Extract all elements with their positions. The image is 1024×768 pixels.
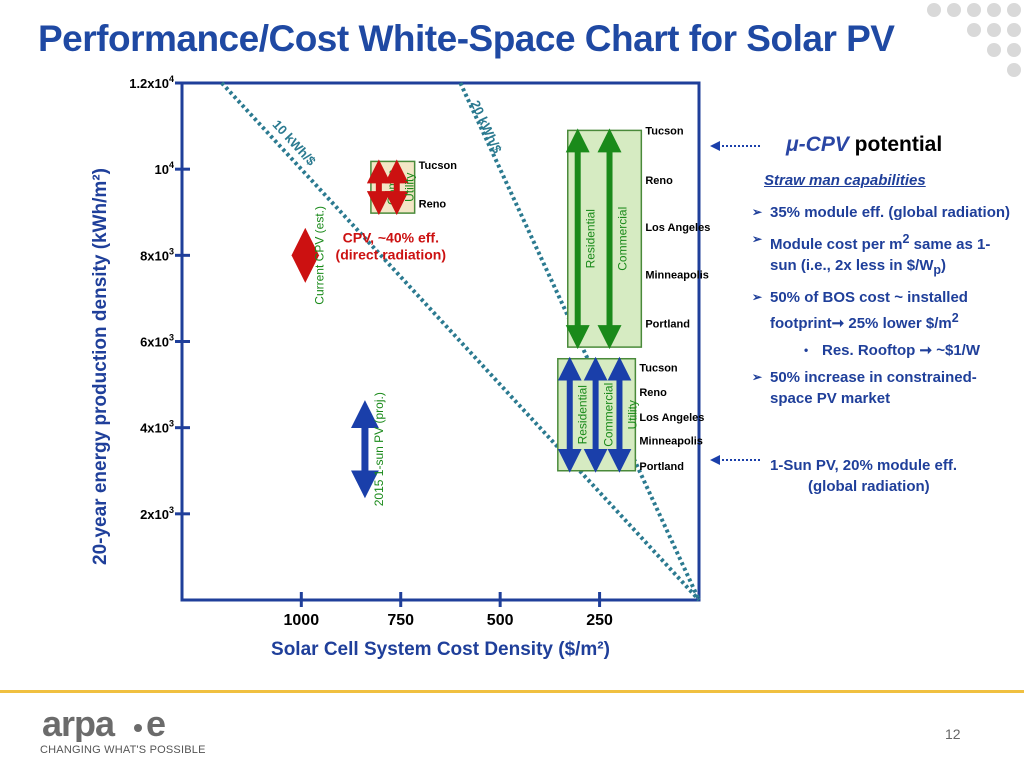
y-tick-label: 8x103 [140,246,174,263]
one-sun-column-label: Utility [625,400,639,429]
iso-line-label: 10 kWh/$ [270,117,320,169]
one-sun-city-label: Reno [639,387,667,399]
cpv-box-label-2: (direct radiation) [336,247,446,263]
capability-text: 35% module eff. (global radiation) [770,204,1011,221]
cpv-pointer-head [710,141,720,151]
y-tick-label: 104 [155,160,174,177]
capability-text: 50% of BOS cost ~ installed footprint➞ 2… [770,289,968,332]
capabilities-list: ➢ 35% module eff. (global radiation) ➢ Modu… [752,202,1012,415]
capability-item: ➢ 50% of BOS cost ~ installed footprint➞ … [752,287,1012,334]
cpv-box-label: CPV, ~40% eff. [343,229,439,245]
y-axis-label: 20-year energy production density (kWh/m… [90,168,111,565]
one-sun-column-label: Commercial [602,383,616,447]
x-tick-label: 250 [586,612,613,629]
capability-item: ➢ 35% module eff. (global radiation) [752,202,1012,223]
micro-cpv-city-label: Tucson [645,125,684,137]
micro-cpv-label: μ-CPV [786,133,849,156]
page-number: 12 [945,726,961,742]
x-tick-label: 750 [387,612,414,629]
capability-text: 50% increase in constrained-space PV mar… [770,369,977,407]
micro-cpv-column-label: Residential [584,209,598,268]
x-tick-label: 1000 [284,612,320,629]
cpv-column-label: Utility [403,173,417,202]
straw-man-heading: Straw man capabilities [764,172,926,189]
one-sun-line2: (global radiation) [808,478,930,495]
cpv-city-label: Tucson [419,160,458,172]
iso-line-label: 20 kWh/$ [468,98,506,156]
x-tick-label: 500 [487,612,514,629]
range-label: Current CPV (est.) [312,206,326,305]
y-tick-label: 2x103 [140,505,174,522]
micro-cpv-column-label: Commercial [616,207,630,271]
bullet-arrow-icon: ➢ [752,205,763,219]
capability-text: Res. Rooftop ➞ ~$1/W [822,342,980,359]
y-tick-label: 1.2x104 [129,74,174,91]
one-sun-column-label: Residential [576,385,590,444]
one-sun-pointer-head [710,455,720,465]
svg-text:arpa: arpa [42,708,116,742]
tagline: CHANGING WHAT'S POSSIBLE [40,744,206,756]
y-tick-label: 6x103 [140,333,174,350]
micro-cpv-city-label: Portland [645,318,690,330]
y-tick-label: 4x103 [140,419,174,436]
bullet-dot-icon: • [804,343,809,357]
svg-text:e: e [146,708,166,742]
micro-cpv-title: μ-CPV potential [786,133,942,157]
capability-text: Module cost per m2 same as 1-sun (i.e., … [770,232,991,277]
micro-cpv-city-label: Reno [645,175,673,187]
footer-divider [0,690,1024,693]
bullet-arrow-icon: ➢ [752,290,763,304]
x-axis-label: Solar Cell System Cost Density ($/m²) [271,639,610,660]
micro-cpv-city-label: Minneapolis [645,269,709,281]
capability-item: • Res. Rooftop ➞ ~$1/W [752,340,1012,361]
cpv-city-label: Reno [419,199,447,211]
page-title: Performance/Cost White-Space Chart for S… [38,18,895,59]
one-sun-city-label: Los Angeles [639,412,704,424]
bullet-arrow-icon: ➢ [752,370,763,384]
decorative-dots [927,3,1021,77]
bullet-arrow-icon: ➢ [752,232,763,246]
one-sun-note: 1-Sun PV, 20% module eff. (global radiat… [770,455,957,497]
arpa-e-logo: arpa e [42,708,166,742]
capability-item: ➢ 50% increase in constrained-space PV ma… [752,367,1012,409]
one-sun-line1: 1-Sun PV, 20% module eff. [770,457,957,474]
range-label: 2015 1-sun PV (proj.) [372,392,386,506]
one-sun-city-label: Minneapolis [639,436,703,448]
micro-cpv-potential: potential [848,133,943,156]
capability-item: ➢ Module cost per m2 same as 1-sun (i.e.,… [752,229,1012,281]
one-sun-city-label: Portland [639,461,684,473]
chart: 2x103 4x103 6x103 8x103 104 1.2x104 1000 750 500… [90,74,760,660]
one-sun-city-label: Tucson [639,362,678,374]
micro-cpv-city-label: Los Angeles [645,222,710,234]
